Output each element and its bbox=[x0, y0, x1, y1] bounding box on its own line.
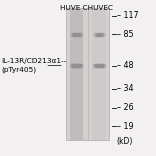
Bar bbox=[66, 8, 109, 140]
Text: – 19: – 19 bbox=[117, 122, 133, 131]
Text: – 117: – 117 bbox=[117, 11, 138, 20]
Bar bbox=[92, 8, 106, 140]
Text: – 48: – 48 bbox=[117, 61, 133, 70]
Text: (kD): (kD) bbox=[117, 137, 133, 146]
Bar bbox=[70, 8, 83, 140]
Text: – 34: – 34 bbox=[117, 84, 133, 93]
Text: – 26: – 26 bbox=[117, 103, 133, 112]
Text: HUVE CHUVEC: HUVE CHUVEC bbox=[60, 5, 113, 11]
Text: – 85: – 85 bbox=[117, 30, 133, 39]
Text: IL-13R/CD213α1--
(pTyr405): IL-13R/CD213α1-- (pTyr405) bbox=[2, 58, 67, 73]
